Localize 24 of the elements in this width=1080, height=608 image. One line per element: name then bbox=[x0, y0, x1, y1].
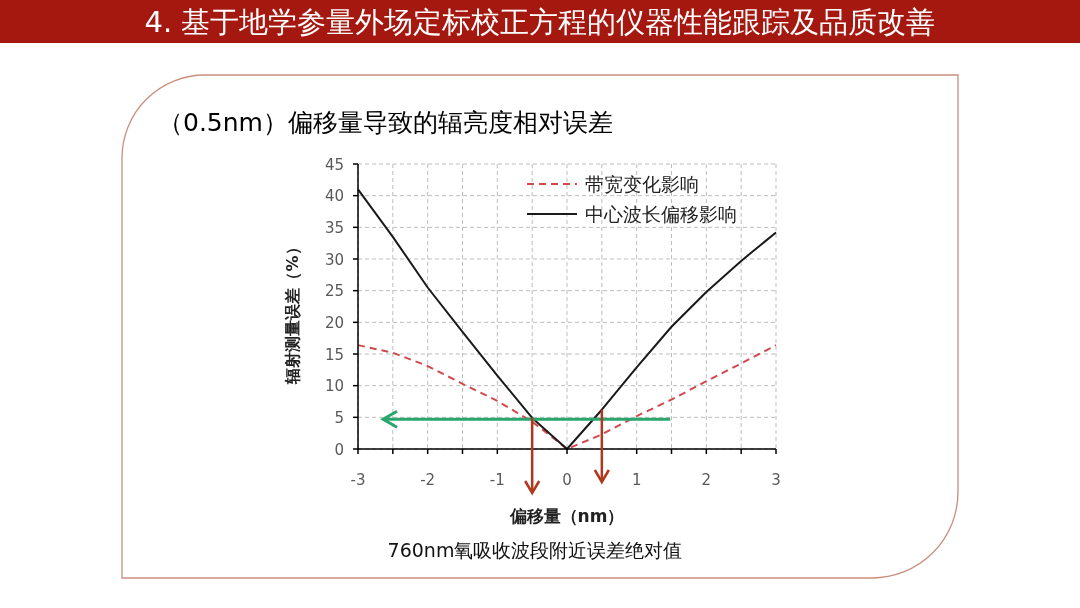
legend-label: 带宽变化影响 bbox=[585, 173, 699, 195]
legend-label: 中心波长偏移影响 bbox=[585, 203, 737, 225]
x-tick-label: 0 bbox=[562, 471, 572, 489]
y-tick-label: 40 bbox=[324, 187, 344, 206]
y-tick-label: 35 bbox=[324, 218, 344, 237]
x-tick-label: -1 bbox=[489, 471, 505, 489]
chart-subtitle: （0.5nm）偏移量导致的辐亮度相对误差 bbox=[158, 108, 613, 137]
x-tick-label: 2 bbox=[701, 471, 712, 489]
x-tick-label: 3 bbox=[771, 471, 781, 489]
y-tick-label: 15 bbox=[324, 345, 344, 364]
y-tick-label: 25 bbox=[324, 282, 344, 301]
y-tick-label: 45 bbox=[324, 155, 344, 174]
y-tick-label: 5 bbox=[334, 408, 344, 427]
x-tick-label: 1 bbox=[631, 471, 642, 489]
x-tick-label: -2 bbox=[420, 471, 436, 489]
y-axis-title: 辐射测量误差（%） bbox=[283, 239, 302, 385]
x-tick-label: -3 bbox=[350, 471, 366, 489]
text: 760nm氧吸收波段附近误差绝对值 bbox=[387, 539, 683, 561]
y-tick-label: 0 bbox=[334, 440, 344, 459]
y-tick-label: 10 bbox=[324, 377, 344, 396]
chart-title: 4. 基于地学参量外场定标校正方程的仪器性能跟踪及品质改善 bbox=[144, 5, 936, 39]
y-tick-label: 20 bbox=[324, 313, 344, 332]
y-tick-label: 30 bbox=[324, 250, 344, 269]
x-axis-title: 偏移量（nm） bbox=[508, 506, 625, 526]
